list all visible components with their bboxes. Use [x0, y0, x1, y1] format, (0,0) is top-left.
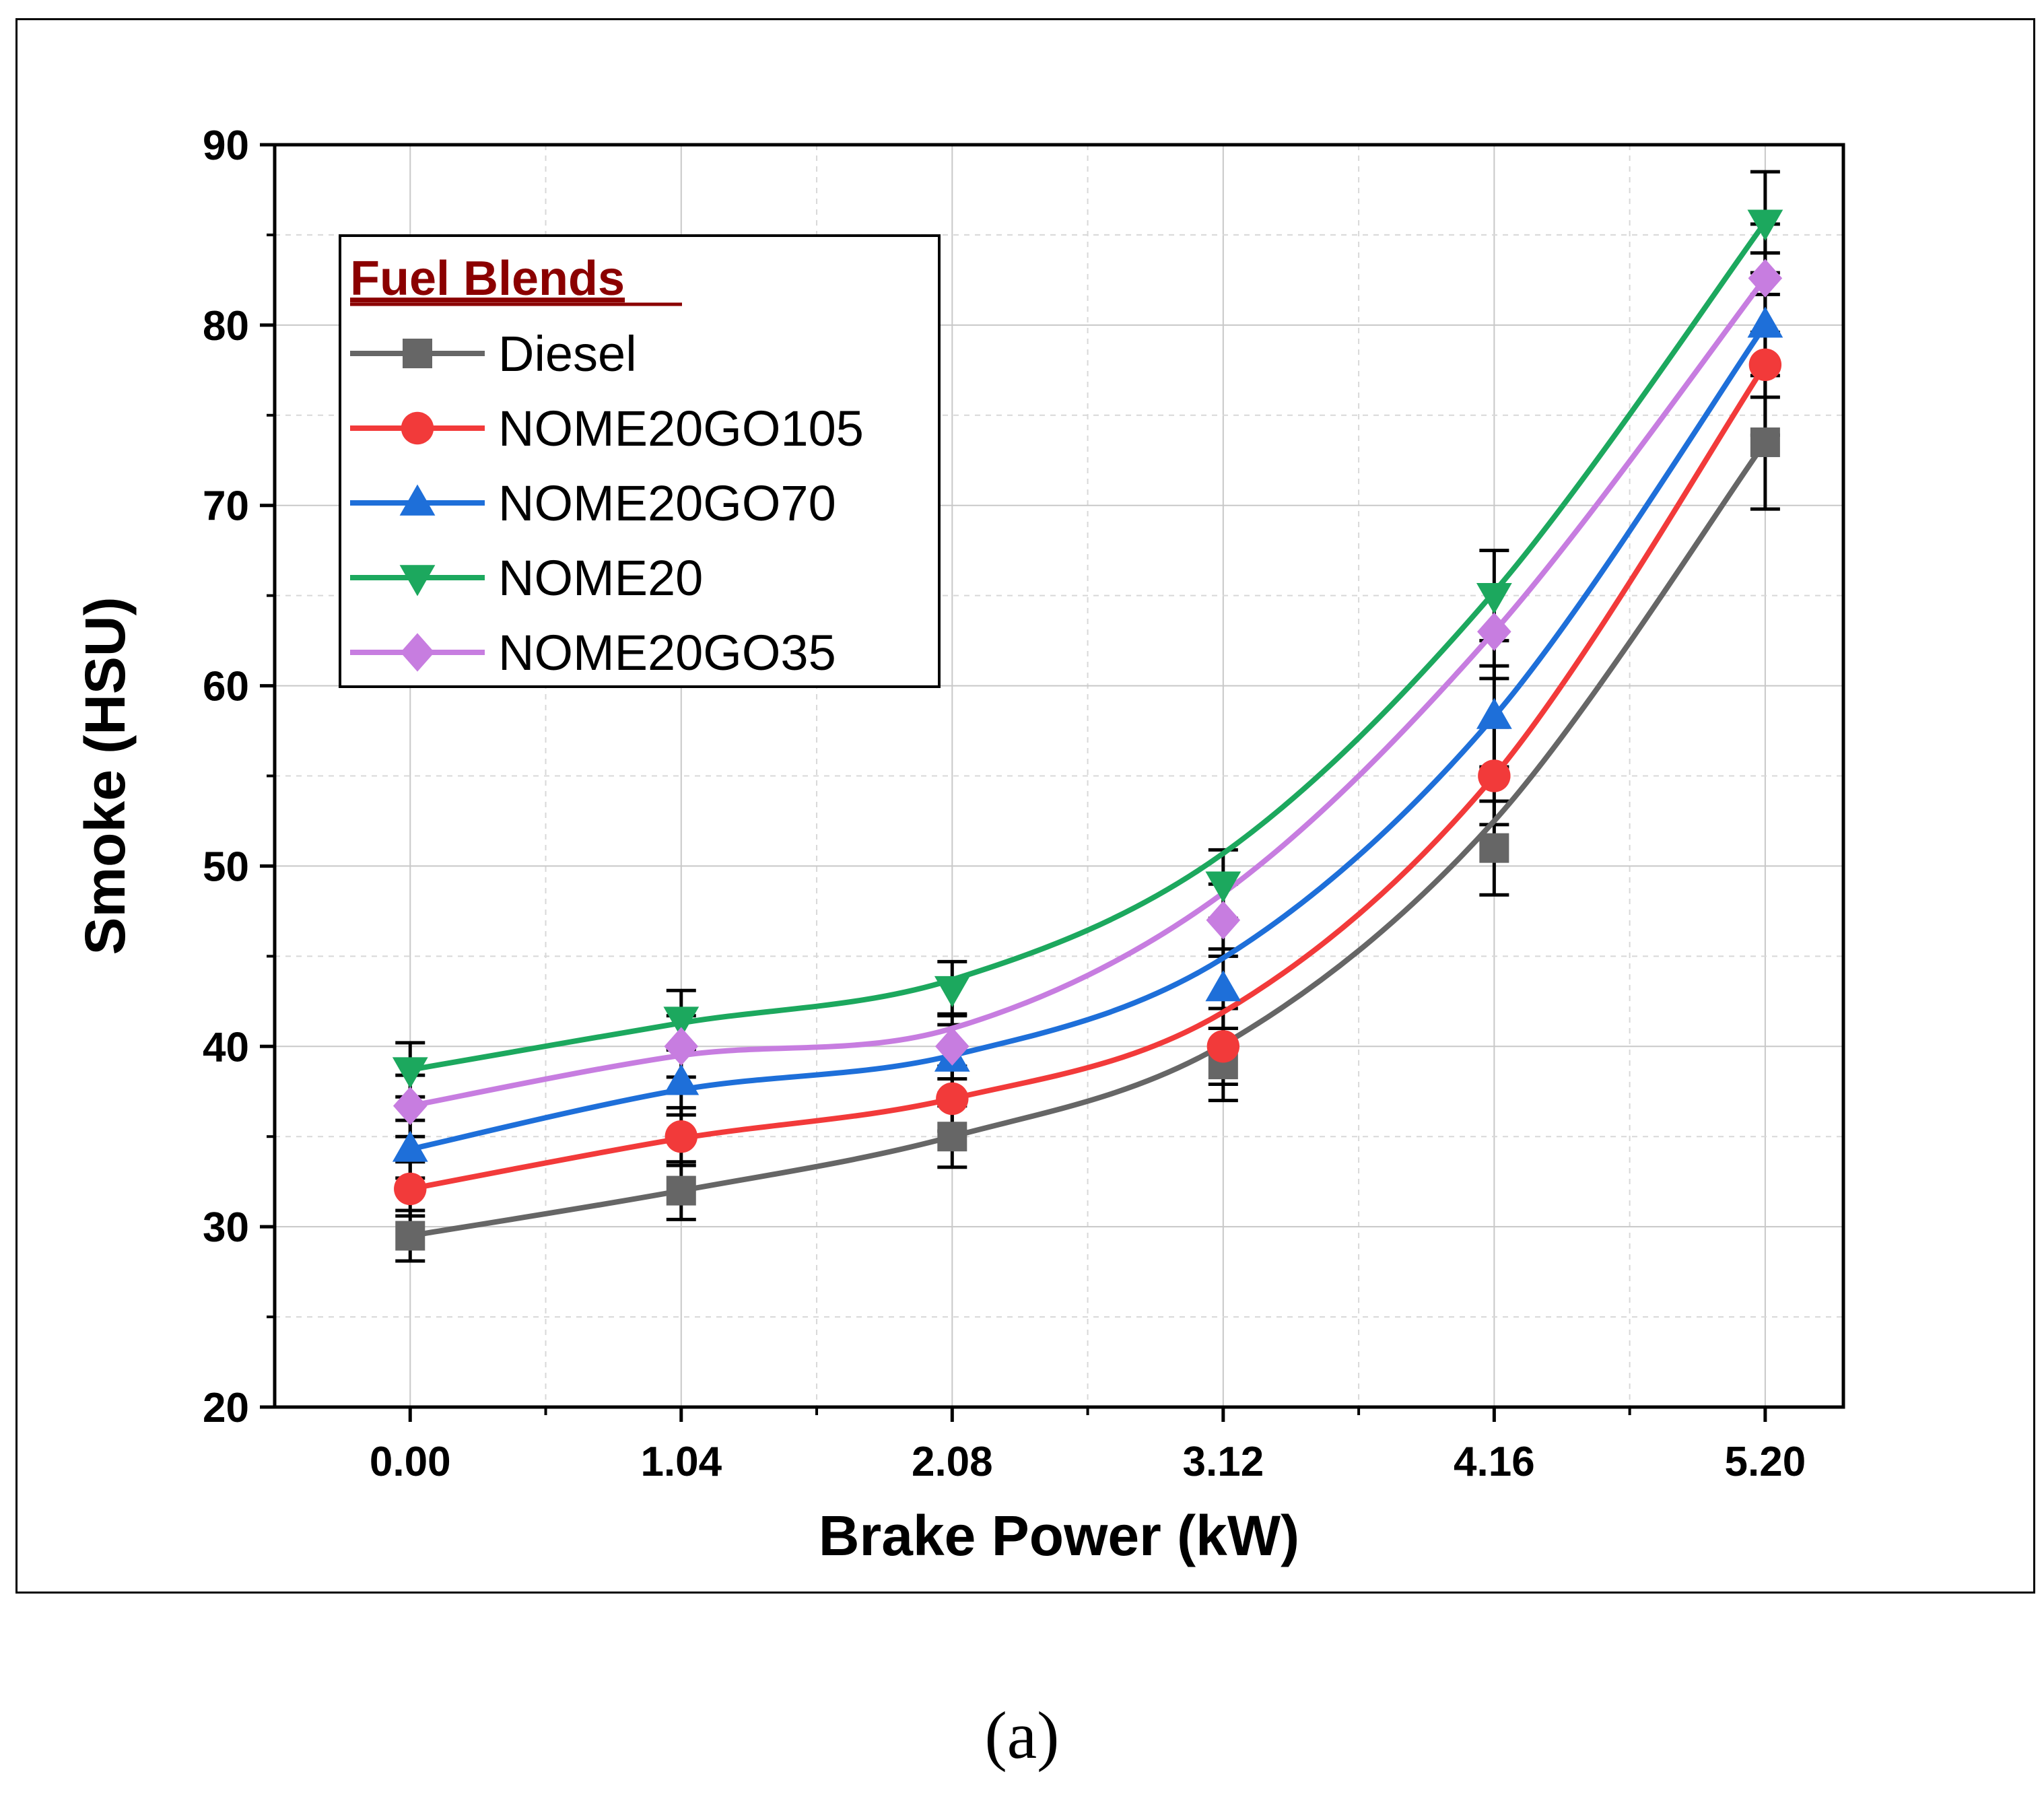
x-tick-label: 0.00 [370, 1439, 451, 1485]
legend-marker-nome20go35 [400, 633, 435, 672]
data-point-nome20go105 [1206, 1030, 1240, 1063]
data-point-diesel [1479, 833, 1509, 863]
data-point-nome20go35 [935, 1027, 969, 1066]
data-point-nome20 [392, 1057, 428, 1089]
data-point-nome20go70 [1205, 970, 1241, 1002]
data-point-nome20go105 [936, 1082, 969, 1116]
legend-item-nome20: NOME20 [350, 550, 703, 606]
legend-items: Diesel NOME20GO105 NOME20GO70 NOME20 NOME20G… [350, 326, 864, 681]
series-line-diesel [409, 440, 1768, 1239]
data-point-nome20go105 [1478, 759, 1511, 792]
y-tick-label: 40 [203, 1024, 249, 1070]
data-point-nome20go35 [393, 1087, 428, 1126]
series-line-nome20 [409, 220, 1768, 1073]
legend-marker-nome20go70 [399, 484, 436, 516]
legend-label: NOME20 [498, 550, 703, 606]
x-tick-label: 2.08 [912, 1439, 993, 1485]
legend-label: NOME20GO70 [498, 475, 836, 531]
data-point-diesel [395, 1221, 425, 1251]
legend-marker-nome20 [399, 565, 436, 596]
x-axis-title: Brake Power (kW) [819, 1504, 1299, 1567]
legend-title: Fuel Blends [350, 252, 625, 306]
x-tick-label: 3.12 [1183, 1439, 1264, 1485]
data-point-nome20go70 [663, 1064, 700, 1095]
data-point-nome20go70 [1747, 306, 1783, 338]
data-point-nome20 [1747, 209, 1783, 241]
x-tick-label: 1.04 [640, 1439, 722, 1485]
data-point-nome20 [1205, 871, 1241, 903]
data-point-nome20go105 [394, 1172, 427, 1206]
legend-label: NOME20GO105 [498, 401, 864, 456]
legend-item-diesel: Diesel [350, 326, 637, 382]
data-point-diesel [937, 1122, 967, 1152]
data-point-nome20go105 [1748, 348, 1782, 381]
series-line-nome20go35 [409, 276, 1768, 1109]
y-axis-title: Smoke (HSU) [73, 596, 137, 955]
legend-label: NOME20GO35 [498, 625, 836, 681]
legend-item-nome20go105: NOME20GO105 [350, 401, 864, 456]
legend-marker-diesel [403, 339, 432, 368]
series-lines [409, 220, 1768, 1239]
figure-caption: (a) [984, 1698, 1060, 1773]
x-tick-labels: 0.00 1.04 2.08 3.12 4.16 5.20 [370, 1439, 1806, 1485]
legend-item-nome20go70: NOME20GO70 [350, 475, 836, 531]
y-tick-label: 90 [203, 123, 249, 169]
legend-box [339, 234, 941, 688]
y-tick-label: 50 [203, 844, 249, 890]
y-tick-label: 60 [203, 664, 249, 710]
x-tick-label: 4.16 [1454, 1439, 1535, 1485]
data-point-nome20 [1476, 582, 1512, 615]
y-tick-label: 70 [203, 483, 249, 530]
data-point-nome20go35 [1477, 612, 1511, 651]
y-tick-label: 80 [203, 303, 249, 349]
data-point-nome20go35 [1748, 259, 1783, 298]
data-point-nome20go105 [665, 1120, 697, 1153]
data-point-nome20go35 [664, 1027, 699, 1066]
data-point-nome20go70 [1476, 697, 1512, 729]
series-line-nome20go70 [409, 323, 1768, 1152]
data-point-nome20 [934, 976, 970, 1008]
y-tick-label: 20 [203, 1385, 249, 1431]
data-point-nome20go35 [1206, 901, 1241, 940]
axis-ticks [260, 143, 1767, 1422]
data-point-nome20go70 [392, 1130, 428, 1162]
legend: Fuel Blends Diesel NOME20GO105 NOME20GO70 N… [339, 234, 941, 688]
y-tick-label: 30 [203, 1204, 249, 1251]
figure-frame [15, 18, 2035, 1594]
data-point-diesel [666, 1175, 696, 1206]
y-tick-labels: 20 30 40 50 60 70 80 90 [203, 123, 249, 1431]
series-markers [392, 209, 1783, 1251]
legend-label: Diesel [498, 326, 637, 382]
data-point-nome20 [663, 1006, 700, 1038]
data-point-diesel [1750, 427, 1780, 457]
legend-marker-nome20go105 [401, 411, 434, 445]
legend-item-nome20go35: NOME20GO35 [350, 625, 836, 681]
x-tick-label: 5.20 [1725, 1439, 1806, 1485]
